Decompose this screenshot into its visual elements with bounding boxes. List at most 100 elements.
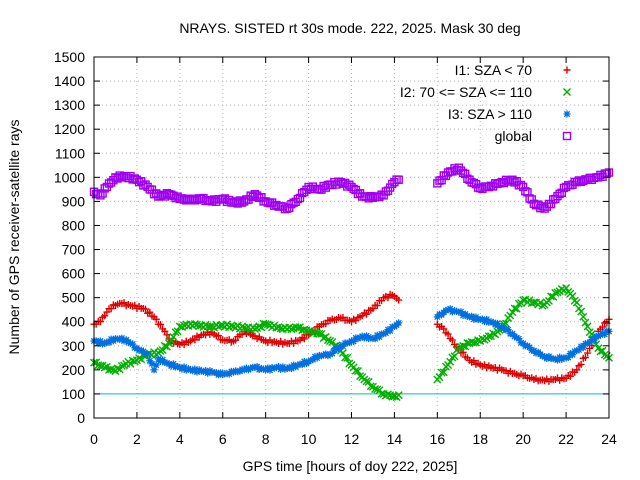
data-point [380,330,388,338]
data-point [343,353,352,362]
data-point [444,306,452,314]
y-tick-label: 1500 [54,49,85,65]
data-point [483,315,491,323]
data-point [328,350,336,358]
data-point [579,312,588,321]
data-point [129,340,137,348]
data-point [569,351,577,359]
data-point [126,339,134,347]
data-point [150,366,158,374]
data-point [577,360,585,368]
data-point [516,180,526,190]
data-point [152,361,160,369]
legend-label: I3: SZA > 110 [448,106,532,122]
data-point [461,169,470,179]
data-point [350,337,358,345]
data-point [459,348,467,356]
data-point [446,305,454,313]
data-point [317,329,326,338]
y-tick-label: 0 [77,410,85,426]
data-point [158,345,167,354]
data-point [373,302,381,310]
y-tick-label: 1400 [54,73,85,89]
data-point [98,189,107,198]
data-point [232,367,240,375]
data-point [199,368,207,376]
y-tick-label: 900 [62,193,86,209]
data-point [546,199,556,209]
data-point [304,327,313,336]
x-tick-label: 22 [558,431,574,447]
data-point [300,335,308,343]
data-point [601,330,609,338]
data-point [599,330,607,338]
x-tick-label: 24 [601,431,617,447]
data-point [339,342,347,350]
data-point [458,168,468,178]
data-point [484,332,493,341]
data-point [282,204,292,213]
data-point [573,347,581,355]
y-tick-label: 400 [62,314,86,330]
x-tick-label: 20 [515,431,531,447]
data-point [457,308,465,316]
y-tick-label: 300 [62,338,86,354]
data-point [143,182,152,192]
data-point [174,362,182,370]
data-point [365,335,373,343]
data-point [446,357,455,366]
data-point [366,382,375,391]
data-point [459,341,468,350]
data-point [152,315,160,323]
x-axis-label: GPS time [hours of doy 222, 2025] [243,458,458,474]
data-point [293,323,302,332]
y-tick-label: 700 [62,242,86,258]
data-point [371,385,380,394]
data-point [581,354,589,362]
data-point [521,187,530,196]
y-tick-label: 800 [62,217,86,233]
legend-marker [562,131,572,141]
data-point [437,368,446,377]
data-point [590,336,598,344]
data-point [386,327,394,335]
x-tick-label: 14 [387,431,403,447]
data-point [562,284,571,293]
data-point [101,312,109,320]
series-2 [90,305,613,379]
data-point [293,194,303,204]
data-point [270,364,278,372]
data-point [371,335,379,343]
data-point [519,296,528,305]
data-point [307,356,315,364]
data-point [132,175,142,184]
data-point [287,325,296,334]
data-point [555,189,564,199]
data-point [287,199,296,209]
data-point [120,337,128,345]
data-point [169,333,178,341]
data-point [142,305,149,313]
data-point [169,360,177,368]
data-point [551,288,560,297]
data-point [568,292,577,301]
data-point [513,334,521,342]
data-point [214,332,222,340]
data-point [395,296,403,304]
data-point [352,334,360,342]
y-axis: 0 100 200 300 400 500 600 700 800 900 1000 1100 1200… [54,49,609,426]
data-point [551,355,559,363]
data-point [305,357,313,365]
y-tick-label: 1200 [54,121,85,137]
data-point [540,204,549,213]
data-point [180,363,188,371]
data-point [469,338,478,347]
data-point [257,323,266,332]
x-tick-label: 2 [133,431,141,447]
data-point [504,326,512,334]
data-point [367,334,375,342]
data-point [351,366,360,375]
y-tick-label: 500 [62,290,86,306]
data-point [135,354,144,363]
series-1 [90,284,613,402]
